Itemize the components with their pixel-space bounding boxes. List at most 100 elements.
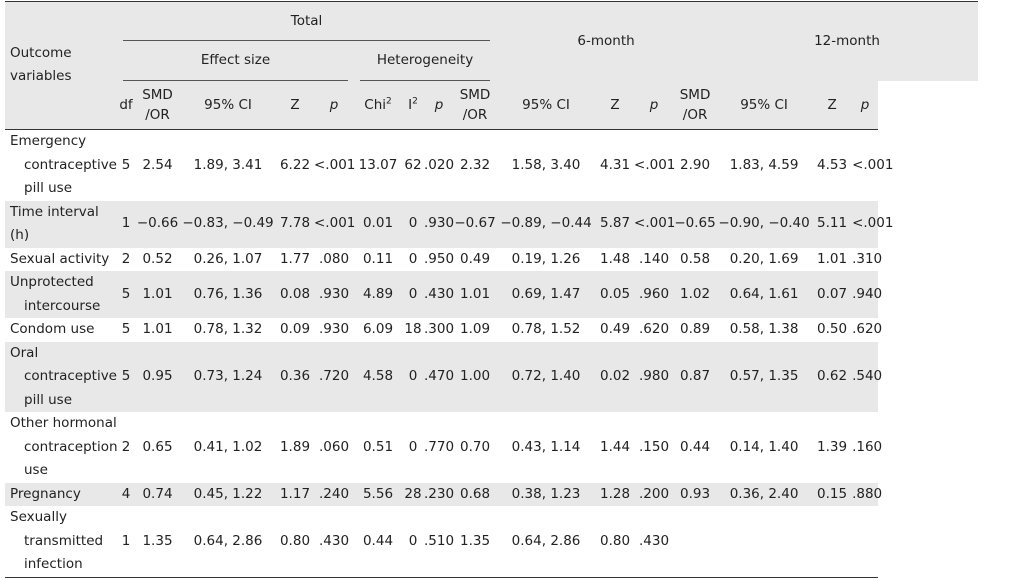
col-6m-smd: SMD /OR <box>454 81 497 130</box>
cell-i2: 0 <box>408 250 418 267</box>
header-12-month: 12-month <box>716 1 978 81</box>
row-label: Unprotected intercourse <box>5 271 117 318</box>
cell-chi: 0.11 <box>362 250 394 267</box>
cell-hp: .300 <box>424 321 455 337</box>
col-6m-p: p <box>634 81 675 130</box>
cell-s12-ci: 0.58, 1.38 <box>729 321 799 337</box>
row-label-line: transmitted <box>24 532 104 549</box>
col-df: df <box>117 81 135 130</box>
table-row: Emergency contraceptive pill use 5 2.54 1.89,… <box>5 130 978 201</box>
row-label-line: contraceptive <box>24 368 117 384</box>
row-label: Pregnancy <box>5 482 117 506</box>
cell-s12-z: 0.07 <box>812 271 853 318</box>
cell-z: 0.36 <box>276 341 314 412</box>
cell-i2: 0 <box>402 506 424 578</box>
cell-s12-p: <.001 <box>852 156 894 173</box>
col-smd-label: SMD /OR <box>142 87 173 123</box>
table-row: Pregnancy 4 0.74 0.45, 1.22 1.17.240 5.56 28.2… <box>5 482 978 506</box>
cell-i2: 0 <box>402 271 424 318</box>
cell-chi: 4.89 <box>354 271 402 318</box>
cell-chi: 6.09 <box>362 321 394 337</box>
cell-s6-smd: 1.35 <box>454 506 497 578</box>
cell-ci: 0.73, 1.24 <box>180 341 276 412</box>
cell-ci: 0.45, 1.22 <box>180 482 276 506</box>
cell-df: 5 <box>121 156 131 173</box>
cell-smd: 1.01 <box>135 271 180 318</box>
cell-s6-ci: 0.64, 2.86 <box>496 506 597 578</box>
row-label-line: Oral <box>10 344 39 361</box>
cell-s12-z: 5.11 <box>812 200 853 248</box>
col-6m-z: Z <box>596 81 635 130</box>
cell-s6-ci: 0.69, 1.47 <box>496 271 597 318</box>
col-smd: SMD /OR <box>135 81 180 130</box>
col-12m-smd: SMD /OR <box>674 81 717 130</box>
cell-s6-ci: 1.58, 3.40 <box>511 156 581 173</box>
row-label-line: pill use <box>24 180 73 196</box>
row-label: Sexual activity <box>5 248 117 272</box>
row-label-line: Other hormonal <box>10 415 117 431</box>
row-label: Oral contraceptive pill use <box>5 341 117 412</box>
cell-chi: 0.01 <box>354 200 402 248</box>
cell-ci: −0.83, −0.49 <box>180 200 276 248</box>
cell-ci: 0.41, 1.02 <box>193 438 263 455</box>
cell-smd: 2.54 <box>142 156 173 173</box>
cell-s12-p: .940 <box>852 271 882 318</box>
cell-chi: 13.07 <box>358 156 398 173</box>
table-row: Time interval (h) 1 −0.66 −0.83, −0.49 7.78 <… <box>5 200 978 248</box>
cell-s12-p: .310 <box>852 250 883 267</box>
cell-smd: 1.01 <box>142 321 173 337</box>
cell-s12-ci: −0.90, −0.40 <box>716 200 813 248</box>
cell-smd: 0.95 <box>135 341 180 412</box>
cell-hp: .020 <box>424 156 455 173</box>
cell-s6-z: 1.28 <box>596 482 635 506</box>
row-label: Time interval (h) <box>5 200 117 248</box>
cell-s12-p: .540 <box>852 341 882 412</box>
col-i2-sup: 2 <box>412 96 418 107</box>
cell-df: 5 <box>117 341 135 412</box>
cell-df: 5 <box>117 271 135 318</box>
cell-i2: 28 <box>402 482 424 506</box>
cell-s12-p: .620 <box>852 321 883 337</box>
cell-s6-p: .960 <box>634 271 675 318</box>
cell-z: 1.89 <box>279 438 311 455</box>
cell-s6-ci: 0.19, 1.26 <box>511 250 581 267</box>
row-label-line: contraceptive <box>24 156 117 173</box>
cell-i2: 0 <box>402 341 424 412</box>
cell-hp: .230 <box>424 482 454 506</box>
table-row: Sexually transmitted infection 1 1.35 0.64, 2… <box>5 506 978 578</box>
cell-s6-ci: −0.89, −0.44 <box>496 200 597 248</box>
cell-s6-smd: 0.49 <box>459 250 491 267</box>
cell-s12-smd <box>674 506 717 578</box>
cell-hp: .770 <box>424 438 455 455</box>
cell-ci: 0.78, 1.32 <box>193 321 263 337</box>
table-row: Condom use 5 1.01 0.78, 1.32 0.09 .930 6.09 18.… <box>5 318 978 342</box>
cell-p: .720 <box>314 341 354 412</box>
row-label-line: contraception <box>24 438 118 455</box>
row-label: Other hormonal contraception use <box>5 412 118 483</box>
cell-smd: 0.52 <box>142 250 173 267</box>
row-label-line: Time interval (h) <box>10 203 99 244</box>
header-6-month: 6-month <box>496 1 717 81</box>
cell-i2: 0 <box>402 200 424 248</box>
cell-smd: 0.65 <box>142 438 173 455</box>
cell-s6-z: 4.31 <box>600 156 631 173</box>
cell-z: 1.17 <box>276 482 314 506</box>
cell-s12-ci: 0.36, 2.40 <box>716 482 813 506</box>
cell-s6-p: <.001 <box>634 200 675 248</box>
col-12m-z: Z <box>812 81 853 130</box>
cell-s6-z: 1.48 <box>600 250 631 267</box>
col-chi-sup: 2 <box>386 96 392 107</box>
cell-s6-p: .980 <box>634 341 675 412</box>
cell-s12-ci: 0.20, 1.69 <box>729 250 799 267</box>
cell-z: 1.77 <box>279 250 311 267</box>
cell-df: 4 <box>117 482 135 506</box>
col-chi-label: Chi <box>364 97 386 113</box>
cell-ci: 0.64, 2.86 <box>180 506 276 578</box>
cell-s6-p: .430 <box>634 506 675 578</box>
cell-s6-z: 1.44 <box>600 438 631 455</box>
cell-p: .430 <box>314 506 354 578</box>
cell-s12-z: 4.53 <box>817 156 848 173</box>
cell-smd: −0.66 <box>135 200 180 248</box>
cell-s12-z: 0.15 <box>812 482 853 506</box>
cell-s6-smd: 1.09 <box>459 321 491 337</box>
